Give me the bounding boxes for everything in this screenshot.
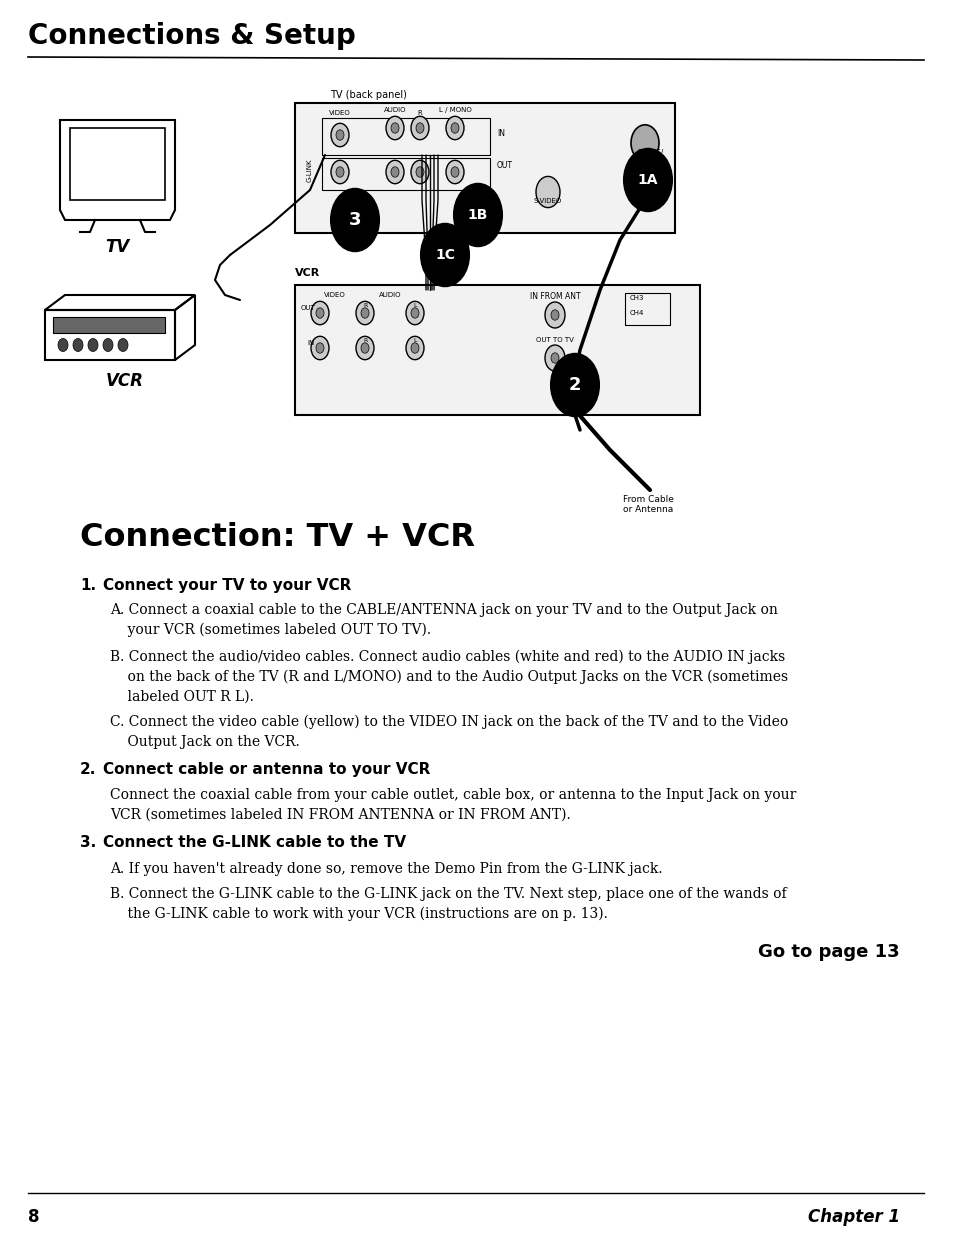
Text: 3.: 3.	[80, 835, 96, 849]
Circle shape	[544, 303, 564, 329]
Text: L: L	[413, 339, 416, 343]
Circle shape	[451, 123, 458, 133]
Circle shape	[416, 123, 423, 133]
Circle shape	[88, 339, 98, 351]
Circle shape	[311, 301, 329, 325]
Circle shape	[331, 160, 349, 184]
Text: B. Connect the audio/video cables. Connect audio cables (white and red) to the A: B. Connect the audio/video cables. Conne…	[110, 650, 787, 704]
Circle shape	[331, 123, 349, 146]
Circle shape	[416, 167, 423, 177]
Text: A. Connect a coaxial cable to the CABLE/ANTENNA jack on your TV and to the Outpu: A. Connect a coaxial cable to the CABLE/…	[110, 603, 777, 637]
Circle shape	[454, 184, 501, 247]
Circle shape	[391, 167, 398, 177]
Text: L: L	[413, 303, 416, 308]
Text: TV (back panel): TV (back panel)	[330, 91, 406, 100]
Circle shape	[446, 160, 463, 184]
Text: 3: 3	[349, 211, 361, 229]
Circle shape	[411, 117, 429, 140]
Circle shape	[360, 342, 369, 353]
Text: 1B: 1B	[467, 208, 488, 222]
Text: OUT TO TV: OUT TO TV	[536, 337, 574, 343]
Circle shape	[411, 160, 429, 184]
Text: AUDIO: AUDIO	[378, 291, 401, 298]
Text: 1C: 1C	[435, 248, 455, 262]
Text: 1A: 1A	[638, 174, 658, 187]
Circle shape	[446, 117, 463, 140]
Text: R: R	[362, 303, 367, 308]
Text: R: R	[417, 110, 422, 117]
Text: 2.: 2.	[80, 763, 96, 777]
Text: OUT: OUT	[300, 305, 314, 311]
Circle shape	[58, 339, 68, 351]
Text: AUDIO: AUDIO	[383, 107, 406, 113]
Polygon shape	[294, 285, 700, 415]
Text: Connect the coaxial cable from your cable outlet, cable box, or antenna to the I: Connect the coaxial cable from your cabl…	[110, 787, 796, 821]
Circle shape	[360, 308, 369, 319]
Circle shape	[355, 301, 374, 325]
Circle shape	[73, 339, 83, 351]
Circle shape	[411, 342, 418, 353]
Circle shape	[451, 167, 458, 177]
Circle shape	[118, 339, 128, 351]
Text: 2: 2	[568, 376, 580, 394]
Text: Connect cable or antenna to your VCR: Connect cable or antenna to your VCR	[103, 763, 430, 777]
Text: Connections & Setup: Connections & Setup	[28, 22, 355, 50]
Text: TV: TV	[105, 238, 129, 255]
Text: S-VIDEO: S-VIDEO	[534, 198, 561, 205]
Text: B. Connect the G-LINK cable to the G-LINK jack on the TV. Next step, place one o: B. Connect the G-LINK cable to the G-LIN…	[110, 887, 786, 921]
Polygon shape	[53, 317, 165, 334]
Polygon shape	[294, 103, 675, 233]
Text: CABLE/
ANTENNA: CABLE/ ANTENNA	[631, 148, 668, 167]
Circle shape	[103, 339, 112, 351]
Text: VIDEO: VIDEO	[324, 291, 346, 298]
Text: 1.: 1.	[80, 578, 96, 593]
Circle shape	[406, 301, 423, 325]
Text: OUT: OUT	[497, 160, 513, 170]
Circle shape	[551, 353, 598, 417]
Text: VCR: VCR	[294, 268, 320, 278]
Circle shape	[406, 336, 423, 360]
Text: G-LINK: G-LINK	[307, 159, 313, 182]
Text: IN FROM ANT: IN FROM ANT	[529, 291, 579, 301]
Text: IN: IN	[497, 129, 504, 138]
Text: L / MONO: L / MONO	[438, 107, 471, 113]
Text: Go to page 13: Go to page 13	[758, 942, 899, 961]
Circle shape	[386, 160, 403, 184]
Text: Connect your TV to your VCR: Connect your TV to your VCR	[103, 578, 351, 593]
Circle shape	[551, 353, 558, 363]
Circle shape	[623, 149, 671, 211]
Circle shape	[420, 223, 469, 286]
Text: A. If you haven't already done so, remove the Demo Pin from the G-LINK jack.: A. If you haven't already done so, remov…	[110, 862, 662, 875]
Text: Chapter 1: Chapter 1	[807, 1208, 899, 1226]
Circle shape	[411, 308, 418, 319]
Text: VCR: VCR	[106, 372, 144, 391]
Circle shape	[331, 188, 378, 252]
Circle shape	[536, 176, 559, 207]
Circle shape	[355, 336, 374, 360]
Text: VIDEO: VIDEO	[329, 110, 351, 117]
Circle shape	[391, 123, 398, 133]
Circle shape	[311, 336, 329, 360]
Text: Connection: TV + VCR: Connection: TV + VCR	[80, 522, 475, 553]
Circle shape	[315, 308, 324, 319]
Text: IN: IN	[308, 340, 314, 346]
Text: From Cable
or Antenna: From Cable or Antenna	[622, 495, 673, 515]
Circle shape	[630, 125, 659, 161]
Circle shape	[544, 345, 564, 371]
Circle shape	[386, 117, 403, 140]
Text: 8: 8	[28, 1208, 39, 1226]
Text: CH3: CH3	[629, 295, 644, 301]
Circle shape	[335, 167, 344, 177]
Circle shape	[551, 310, 558, 320]
Circle shape	[335, 130, 344, 140]
Text: C. Connect the video cable (yellow) to the VIDEO IN jack on the back of the TV a: C. Connect the video cable (yellow) to t…	[110, 715, 787, 749]
Text: Connect the G-LINK cable to the TV: Connect the G-LINK cable to the TV	[103, 835, 406, 849]
Text: CH4: CH4	[629, 310, 643, 316]
Circle shape	[315, 342, 324, 353]
Text: R: R	[362, 339, 367, 343]
